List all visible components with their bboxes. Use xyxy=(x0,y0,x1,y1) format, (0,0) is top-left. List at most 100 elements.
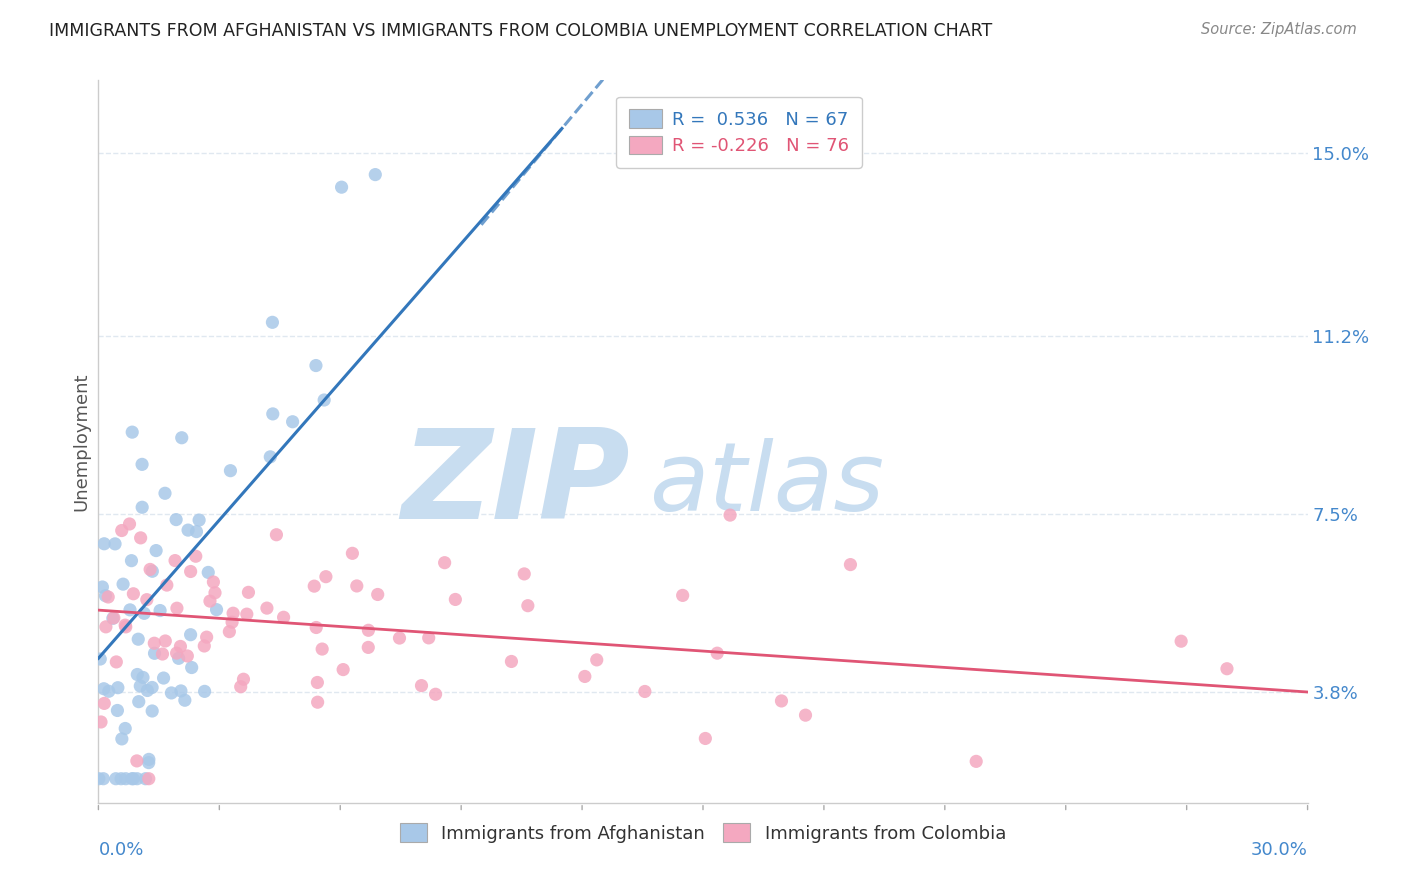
Point xyxy=(103,611,125,625)
Point xyxy=(180,565,202,579)
Text: IMMIGRANTS FROM AFGHANISTAN VS IMMIGRANTS FROM COLOMBIA UNEMPLOYMENT CORRELATION: IMMIGRANTS FROM AFGHANISTAN VS IMMIGRANT… xyxy=(49,22,993,40)
Point xyxy=(695,731,717,746)
Point xyxy=(1170,634,1192,648)
Y-axis label: Unemployment: Unemployment xyxy=(72,372,90,511)
Point xyxy=(193,639,215,653)
Point xyxy=(153,486,176,500)
Point xyxy=(114,618,136,632)
Point xyxy=(166,601,188,615)
Point xyxy=(315,570,337,584)
Point xyxy=(170,431,193,445)
Point xyxy=(93,681,115,696)
Point xyxy=(149,603,172,617)
Point xyxy=(232,672,254,686)
Point xyxy=(307,675,329,690)
Point xyxy=(156,578,179,592)
Point xyxy=(205,602,228,616)
Point xyxy=(411,679,433,693)
Point xyxy=(97,684,120,698)
Point xyxy=(770,694,793,708)
Point xyxy=(145,543,167,558)
Point xyxy=(104,772,127,786)
Point xyxy=(173,693,195,707)
Point xyxy=(706,646,728,660)
Point xyxy=(221,615,243,630)
Point xyxy=(138,752,160,766)
Point xyxy=(273,610,295,624)
Point xyxy=(364,168,387,182)
Point xyxy=(107,681,129,695)
Text: Source: ZipAtlas.com: Source: ZipAtlas.com xyxy=(1201,22,1357,37)
Point xyxy=(342,546,364,560)
Point xyxy=(718,508,741,522)
Point xyxy=(121,425,143,439)
Point xyxy=(134,607,156,621)
Point xyxy=(131,458,153,472)
Point xyxy=(307,695,329,709)
Point xyxy=(186,524,208,539)
Point xyxy=(111,731,134,746)
Point xyxy=(141,681,163,695)
Point xyxy=(177,523,200,537)
Point xyxy=(266,527,288,541)
Point xyxy=(418,631,440,645)
Point xyxy=(131,500,153,515)
Point xyxy=(93,697,115,711)
Point xyxy=(132,670,155,684)
Point xyxy=(155,634,177,648)
Point xyxy=(585,653,607,667)
Point xyxy=(118,603,141,617)
Point xyxy=(90,714,112,729)
Point xyxy=(121,772,143,786)
Point xyxy=(141,704,163,718)
Point xyxy=(125,754,148,768)
Point xyxy=(91,580,114,594)
Point xyxy=(314,392,336,407)
Text: 0.0%: 0.0% xyxy=(98,841,143,859)
Point xyxy=(1216,662,1239,676)
Point xyxy=(127,632,149,647)
Point xyxy=(97,590,120,604)
Point xyxy=(184,549,207,564)
Point xyxy=(143,636,166,650)
Point xyxy=(236,607,259,621)
Point xyxy=(104,537,127,551)
Point xyxy=(167,651,190,665)
Point xyxy=(89,652,111,666)
Point xyxy=(169,640,191,654)
Point xyxy=(165,553,187,567)
Point xyxy=(134,772,156,786)
Point xyxy=(93,537,115,551)
Point xyxy=(262,315,284,329)
Point xyxy=(357,624,380,638)
Point xyxy=(94,589,117,603)
Point xyxy=(111,524,134,538)
Point xyxy=(143,646,166,660)
Point xyxy=(965,755,987,769)
Point xyxy=(128,695,150,709)
Point xyxy=(93,772,115,786)
Point xyxy=(94,620,117,634)
Point xyxy=(367,587,389,601)
Point xyxy=(166,646,188,660)
Point xyxy=(238,585,260,599)
Point xyxy=(138,756,160,770)
Point xyxy=(180,628,202,642)
Point xyxy=(125,772,148,786)
Point xyxy=(197,566,219,580)
Point xyxy=(388,631,411,645)
Point xyxy=(160,686,183,700)
Point xyxy=(259,450,281,464)
Point xyxy=(516,599,538,613)
Point xyxy=(141,564,163,578)
Point xyxy=(305,359,328,373)
Point xyxy=(152,671,174,685)
Point xyxy=(513,566,536,581)
Point xyxy=(433,556,456,570)
Point xyxy=(281,415,304,429)
Point xyxy=(256,601,278,615)
Point xyxy=(122,587,145,601)
Point xyxy=(129,679,152,693)
Point xyxy=(112,577,135,591)
Point xyxy=(501,655,523,669)
